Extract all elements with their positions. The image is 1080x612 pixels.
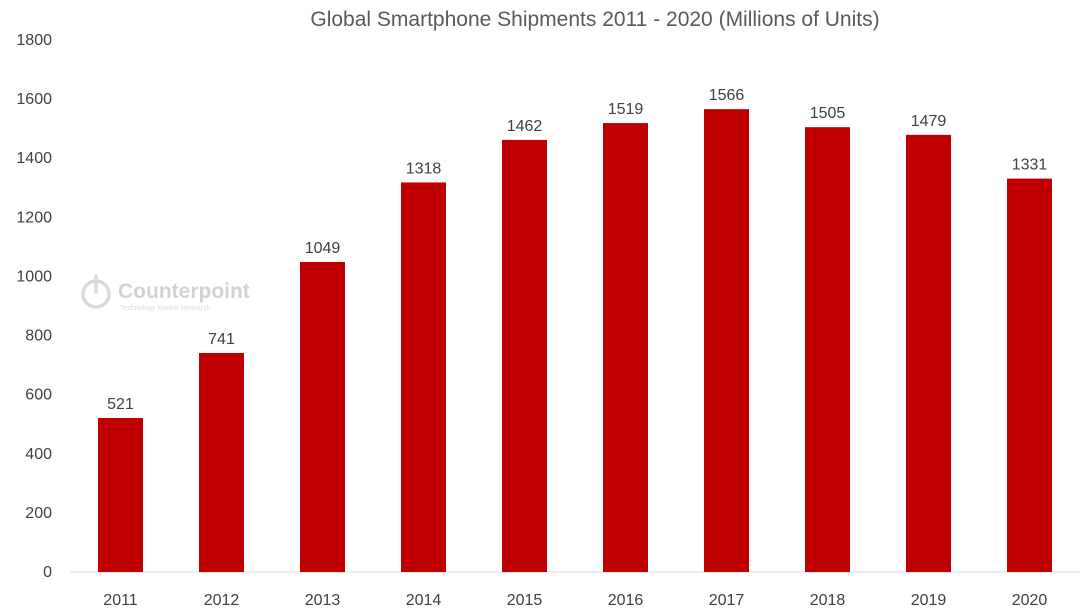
- data-label: 741: [208, 331, 235, 348]
- bar: [300, 261, 345, 572]
- x-tick-label: 2015: [507, 592, 543, 609]
- data-label: 1479: [911, 113, 947, 130]
- y-tick-label: 600: [25, 387, 52, 404]
- bar: [199, 352, 244, 572]
- y-tick-label: 400: [25, 446, 52, 463]
- y-axis: 0 200 400 600 800 1000 1200 1400 1600 1800: [16, 32, 52, 581]
- x-tick-label: 2013: [305, 592, 341, 609]
- bar: [502, 139, 547, 573]
- x-tick-label: 2019: [911, 592, 947, 609]
- bar: [603, 123, 648, 572]
- y-tick-label: 1600: [16, 91, 52, 108]
- bar: [1007, 178, 1052, 573]
- x-tick-label: 2014: [406, 592, 442, 609]
- watermark-brand: Counterpoint: [118, 280, 250, 303]
- x-tick-label: 2012: [204, 592, 240, 609]
- bar: [906, 134, 951, 572]
- bar: [704, 109, 749, 572]
- bar: [98, 418, 143, 572]
- y-tick-label: 1200: [16, 209, 52, 226]
- x-tick-label: 2011: [103, 592, 138, 609]
- x-tick-label: 2020: [1012, 592, 1048, 609]
- counterpoint-watermark: Counterpoint Technology Market Research: [81, 274, 250, 312]
- data-label: 1505: [810, 105, 846, 122]
- data-label: 1318: [406, 160, 442, 177]
- x-tick-label: 2017: [709, 592, 745, 609]
- data-label: 1049: [305, 240, 341, 257]
- data-label: 1519: [608, 101, 644, 118]
- x-tick-label: 2018: [810, 592, 846, 609]
- data-label: 1331: [1012, 157, 1048, 174]
- y-tick-label: 0: [43, 564, 52, 581]
- y-tick-label: 1400: [16, 150, 52, 167]
- x-axis: 2011 2012 2013 2014 2015 2016 2017 2018 2019 2020: [103, 592, 1047, 609]
- data-label: 1566: [709, 87, 745, 104]
- data-labels: 521 741 1049 1318 1462 1519 1566 1505 1479 1331: [107, 87, 1047, 413]
- bar: [805, 127, 850, 572]
- y-tick-label: 1800: [16, 32, 52, 49]
- counterpoint-logo-icon: [81, 274, 111, 309]
- x-tick-label: 2016: [608, 592, 644, 609]
- y-tick-label: 1000: [16, 268, 52, 285]
- bar: [401, 182, 446, 573]
- watermark-tagline: Technology Market Research: [120, 305, 211, 312]
- y-tick-label: 200: [25, 505, 52, 522]
- data-label: 521: [107, 396, 134, 413]
- chart-title: Global Smartphone Shipments 2011 - 2020 …: [310, 8, 879, 31]
- bar-series: [98, 109, 1052, 573]
- data-label: 1462: [507, 118, 543, 135]
- y-tick-label: 800: [25, 328, 52, 345]
